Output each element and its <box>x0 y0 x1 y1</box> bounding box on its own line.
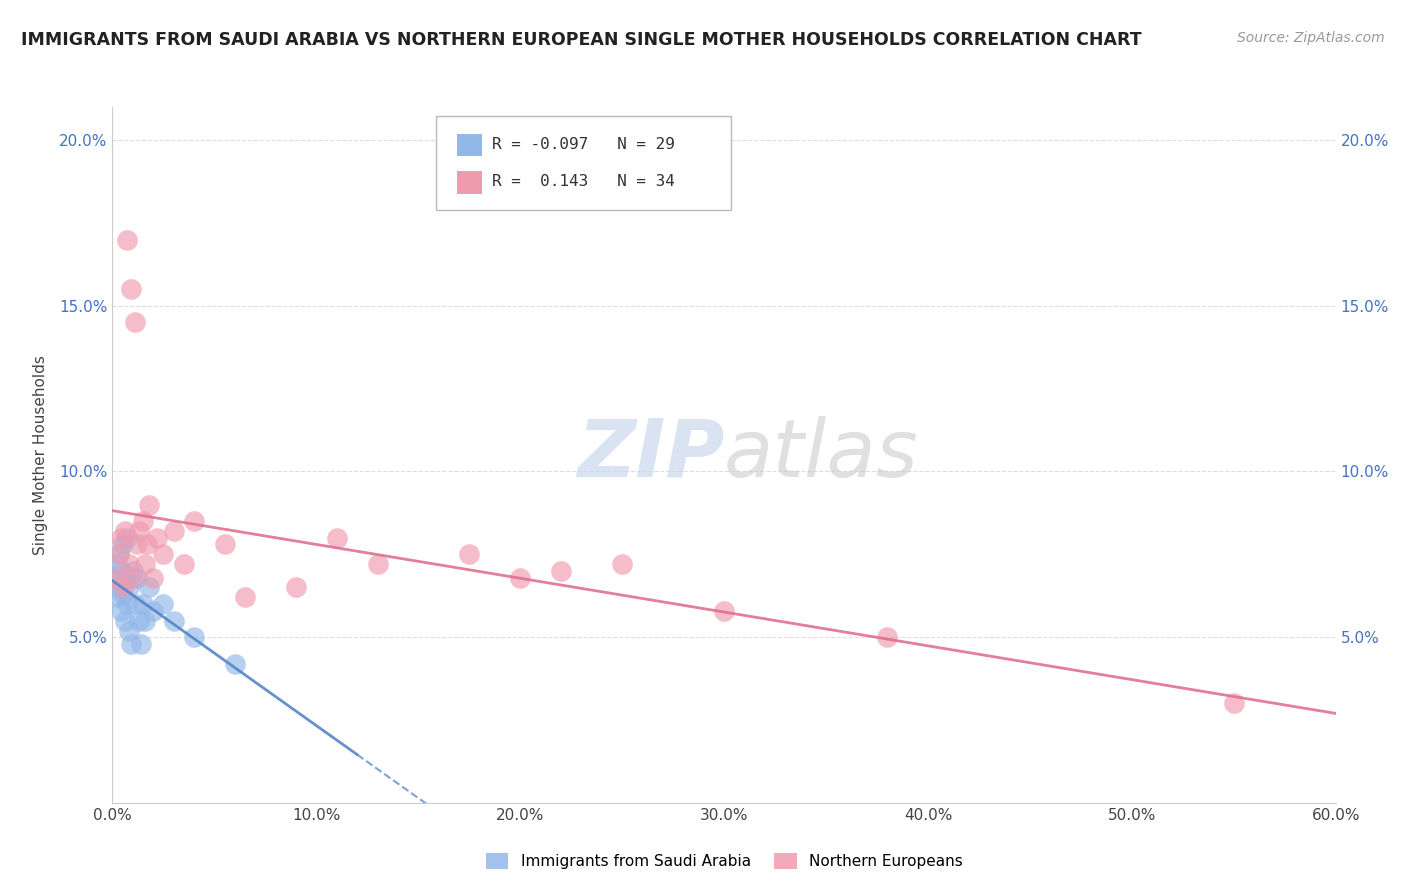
Point <box>458 547 481 561</box>
Point <box>224 657 246 671</box>
Point <box>509 570 531 584</box>
Point <box>284 581 308 595</box>
Text: R =  0.143   N = 34: R = 0.143 N = 34 <box>492 174 675 188</box>
Point <box>233 591 256 605</box>
Point <box>214 537 236 551</box>
Point <box>326 531 349 545</box>
Point <box>125 570 148 584</box>
Point <box>366 558 388 572</box>
Point <box>105 591 128 605</box>
Point <box>115 233 138 247</box>
Point <box>183 630 205 644</box>
Point <box>138 581 160 595</box>
Point <box>550 564 572 578</box>
Point <box>142 604 165 618</box>
Point <box>1223 697 1246 711</box>
Point <box>134 558 156 572</box>
Point <box>105 570 128 584</box>
Legend: Immigrants from Saudi Arabia, Northern Europeans: Immigrants from Saudi Arabia, Northern E… <box>479 847 969 875</box>
Text: IMMIGRANTS FROM SAUDI ARABIA VS NORTHERN EUROPEAN SINGLE MOTHER HOUSEHOLDS CORRE: IMMIGRANTS FROM SAUDI ARABIA VS NORTHERN… <box>21 31 1142 49</box>
Point <box>163 524 186 538</box>
Text: Source: ZipAtlas.com: Source: ZipAtlas.com <box>1237 31 1385 45</box>
Text: ZIP: ZIP <box>576 416 724 494</box>
Point <box>107 547 129 561</box>
Point <box>173 558 195 572</box>
Point <box>107 581 129 595</box>
Point <box>146 531 169 545</box>
Point <box>110 564 132 578</box>
Point <box>132 597 155 611</box>
Point <box>114 570 136 584</box>
Point <box>120 282 142 296</box>
Y-axis label: Single Mother Households: Single Mother Households <box>34 355 48 555</box>
Point <box>118 558 141 572</box>
Point <box>610 558 633 572</box>
Point <box>152 597 174 611</box>
Point <box>136 537 159 551</box>
Point <box>713 604 735 618</box>
Point <box>111 581 134 595</box>
Point <box>105 558 128 572</box>
Point <box>122 570 145 584</box>
Point <box>115 531 138 545</box>
Point <box>129 637 152 651</box>
Point <box>111 537 134 551</box>
Point <box>120 637 142 651</box>
Point <box>103 570 125 584</box>
Text: atlas: atlas <box>724 416 920 494</box>
Point <box>111 587 134 601</box>
Point <box>114 524 136 538</box>
Point <box>118 581 141 595</box>
Point <box>118 624 141 638</box>
Point <box>132 514 155 528</box>
Point <box>138 498 160 512</box>
Point <box>114 614 136 628</box>
Point <box>134 614 156 628</box>
Point <box>125 537 148 551</box>
Text: R = -0.097   N = 29: R = -0.097 N = 29 <box>492 137 675 152</box>
Point <box>110 531 132 545</box>
Point <box>110 604 132 618</box>
Point <box>128 614 150 628</box>
Point <box>128 524 150 538</box>
Point <box>142 570 165 584</box>
Point <box>876 630 898 644</box>
Point <box>107 547 129 561</box>
Point <box>183 514 205 528</box>
Point <box>115 597 138 611</box>
Point <box>122 564 145 578</box>
Point <box>124 597 146 611</box>
Point <box>124 315 146 329</box>
Point <box>163 614 186 628</box>
Point <box>152 547 174 561</box>
